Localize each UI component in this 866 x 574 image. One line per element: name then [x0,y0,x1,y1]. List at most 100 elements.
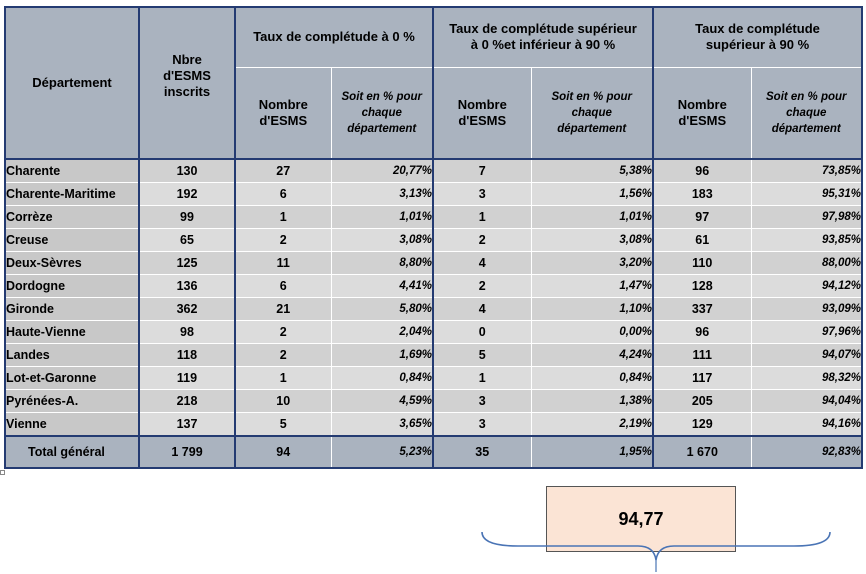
pmid-cell: 1,10% [530,297,654,321]
nhigh-cell: 61 [652,228,752,252]
phigh-cell: 88,00% [750,251,864,275]
inscrits-cell: 137 [138,412,236,437]
header-nombre-line2: d'ESMS [458,112,507,128]
table-row: Charente-Maritime 192 6 3,13% 3 1,56% 183 95,31… [4,182,864,206]
phigh-cell: 93,85% [750,228,864,252]
n0-cell: 27 [234,158,332,183]
total-pmid: 1,95% [530,435,654,469]
pmid-cell: 4,24% [530,343,654,367]
n0-cell: 2 [234,320,332,344]
pmid-cell: 1,01% [530,205,654,229]
phigh-cell: 98,32% [750,366,864,390]
header-nombre-zero: Nombre d'ESMS [234,66,332,160]
p0-cell: 3,65% [330,412,434,437]
dept-cell: Haute-Vienne [4,320,140,344]
p0-cell: 3,13% [330,182,434,206]
pmid-cell: 0,84% [530,366,654,390]
dept-cell: Lot-et-Garonne [4,366,140,390]
p0-cell: 2,04% [330,320,434,344]
phigh-cell: 94,07% [750,343,864,367]
anchor-marker [0,470,5,475]
completion-table: Département Nbre d'ESMS inscrits Taux de… [4,6,864,469]
table-row: Lot-et-Garonne 119 1 0,84% 1 0,84% 117 98,32% [4,366,864,390]
inscrits-cell: 99 [138,205,236,229]
phigh-cell: 94,16% [750,412,864,437]
nmid-cell: 1 [432,366,532,390]
header-group-zero: Taux de complétude à 0 % [234,6,434,68]
header-pct-line2: chaque [786,106,827,119]
total-p0: 5,23% [330,435,434,469]
inscrits-cell: 98 [138,320,236,344]
nmid-cell: 2 [432,274,532,298]
nhigh-cell: 97 [652,205,752,229]
total-n0: 94 [234,435,332,469]
p0-cell: 4,59% [330,389,434,413]
nmid-cell: 1 [432,205,532,229]
header-nbre-line2: d'ESMS [163,68,211,83]
nmid-cell: 4 [432,251,532,275]
header-departement: Département [4,6,140,160]
header-pct-line1: Soit en % pour [766,90,847,103]
p0-cell: 1,01% [330,205,434,229]
header-group-mid-line1: Taux de complétude supérieur [449,21,637,37]
header-nombre-line1: Nombre [258,96,308,112]
nmid-cell: 4 [432,297,532,321]
inscrits-cell: 118 [138,343,236,367]
total-nhigh: 1 670 [652,435,752,469]
inscrits-cell: 65 [138,228,236,252]
header-nombre-line1: Nombre [677,96,727,112]
pmid-cell: 2,19% [530,412,654,437]
nmid-cell: 2 [432,228,532,252]
n0-cell: 10 [234,389,332,413]
table-row: Vienne 137 5 3,65% 3 2,19% 129 94,16% [4,412,864,437]
pmid-cell: 3,20% [530,251,654,275]
inscrits-cell: 362 [138,297,236,321]
header-nbre-line1: Nbre [172,52,202,67]
n0-cell: 5 [234,412,332,437]
header-nbre-line3: inscrits [163,84,211,99]
inscrits-cell: 119 [138,366,236,390]
callout-value: 94,77 [618,508,664,529]
table-row: Pyrénées-A. 218 10 4,59% 3 1,38% 205 94,04% [4,389,864,413]
dept-cell: Charente [4,158,140,183]
inscrits-cell: 125 [138,251,236,275]
table-row: Landes 118 2 1,69% 5 4,24% 111 94,07% [4,343,864,367]
inscrits-cell: 192 [138,182,236,206]
pmid-cell: 1,56% [530,182,654,206]
n0-cell: 1 [234,205,332,229]
phigh-cell: 94,04% [750,389,864,413]
p0-cell: 4,41% [330,274,434,298]
callout-box: 94,77 [546,486,736,552]
n0-cell: 1 [234,366,332,390]
header-nombre-line2: d'ESMS [259,112,308,128]
dept-cell: Deux-Sèvres [4,251,140,275]
header-pct-line1: Soit en % pour [341,90,423,103]
inscrits-cell: 218 [138,389,236,413]
curly-brace-icon [481,531,831,572]
header-nbre-inscrits: Nbre d'ESMS inscrits [138,6,236,160]
p0-cell: 0,84% [330,366,434,390]
phigh-cell: 97,98% [750,205,864,229]
dept-cell: Vienne [4,412,140,437]
n0-cell: 2 [234,343,332,367]
header-group-high-line1: Taux de complétude [695,21,820,37]
table-row: Haute-Vienne 98 2 2,04% 0 0,00% 96 97,96% [4,320,864,344]
header-pct-mid: Soit en % pour chaque département [530,66,654,160]
header-group-mid: Taux de complétude supérieur à 0 %et inf… [432,6,654,68]
dept-cell: Landes [4,343,140,367]
nhigh-cell: 96 [652,158,752,183]
total-phigh: 92,83% [750,435,864,469]
phigh-cell: 97,96% [750,320,864,344]
inscrits-cell: 130 [138,158,236,183]
pmid-cell: 1,38% [530,389,654,413]
p0-cell: 3,08% [330,228,434,252]
n0-cell: 6 [234,274,332,298]
dept-cell: Corrèze [4,205,140,229]
nhigh-cell: 129 [652,412,752,437]
nhigh-cell: 128 [652,274,752,298]
nmid-cell: 0 [432,320,532,344]
p0-cell: 8,80% [330,251,434,275]
dept-cell: Pyrénées-A. [4,389,140,413]
phigh-cell: 93,09% [750,297,864,321]
header-nombre-line1: Nombre [457,96,507,112]
